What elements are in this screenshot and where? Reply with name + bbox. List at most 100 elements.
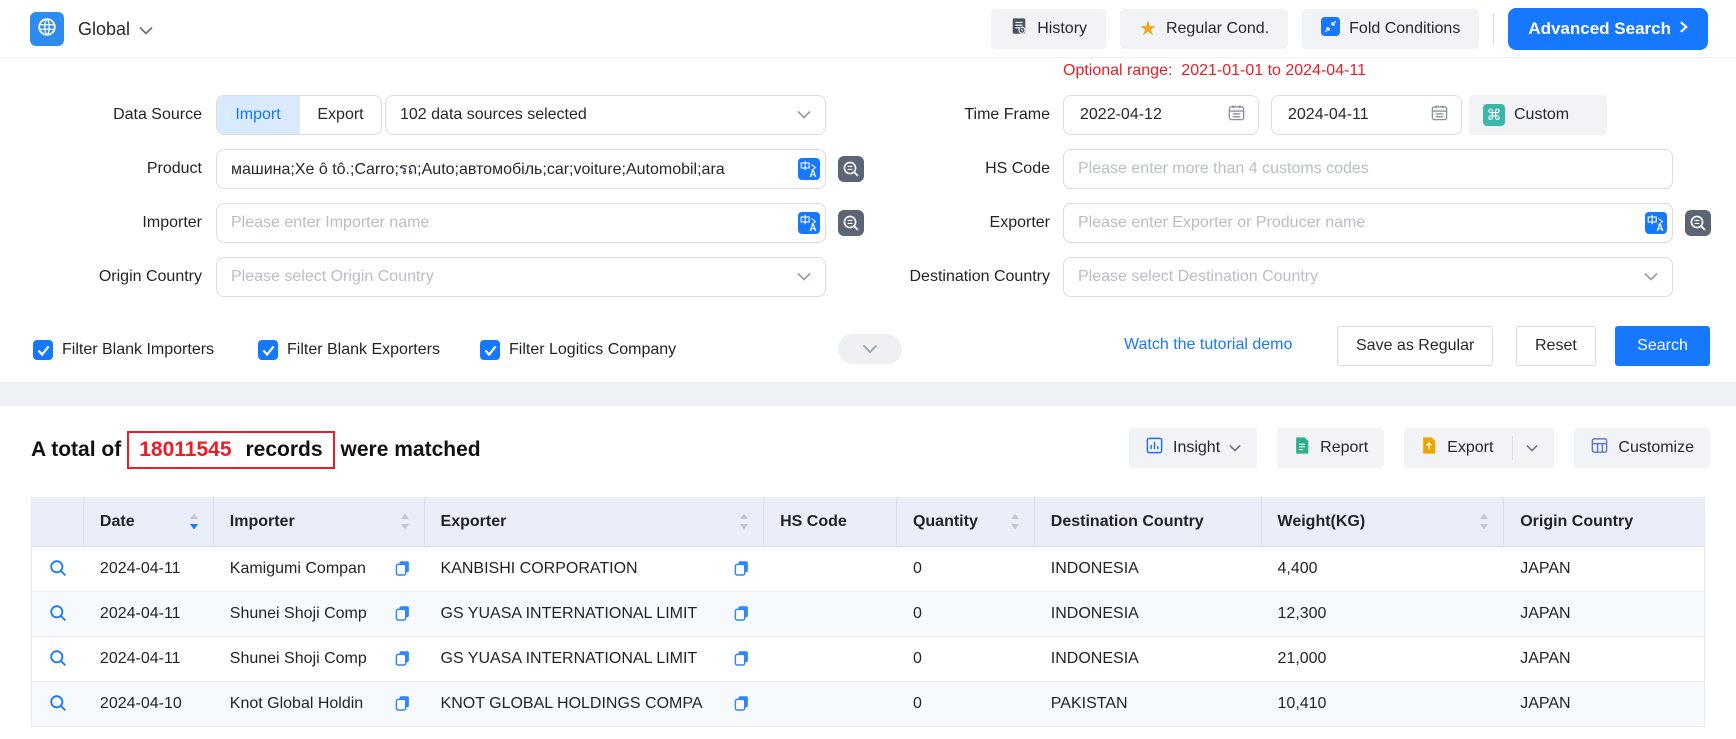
insight-button[interactable]: Insight	[1129, 428, 1258, 468]
sort-control-weight[interactable]	[1479, 513, 1489, 530]
advanced-search-label: Advanced Search	[1528, 19, 1671, 38]
header-date[interactable]: Date	[84, 497, 214, 546]
hs-code-input[interactable]	[1063, 149, 1673, 189]
history-button[interactable]: History	[991, 9, 1107, 49]
filter-blank-importers-checkbox[interactable]: Filter Blank Importers	[33, 334, 214, 366]
header-detail-column	[32, 497, 84, 546]
origin-country-placeholder: Please select Origin Country	[231, 268, 434, 285]
optional-range-hint: Optional range: 2021-01-01 to 2024-04-11	[1063, 62, 1367, 79]
importer-exact-search-icon-button[interactable]	[838, 210, 864, 236]
exporter-name[interactable]: GS YUASA INTERNATIONAL LIMIT	[440, 650, 698, 667]
fold-conditions-button[interactable]: Fold Conditions	[1302, 9, 1480, 49]
filter-blank-exporters-checkbox[interactable]: Filter Blank Exporters	[258, 334, 440, 366]
translate-icon[interactable]: A	[798, 158, 820, 180]
header-importer[interactable]: Importer	[214, 497, 425, 546]
sort-control-quantity[interactable]	[1010, 513, 1020, 530]
data-source-label: Data Source	[113, 106, 202, 123]
advanced-search-button[interactable]: Advanced Search	[1508, 8, 1708, 50]
regular-conditions-label: Regular Cond.	[1165, 20, 1270, 37]
region-selector[interactable]: Global	[78, 0, 153, 58]
save-as-regular-button[interactable]: Save as Regular	[1337, 326, 1494, 366]
chevron-down-icon	[139, 19, 153, 40]
sort-control-date[interactable]	[189, 513, 199, 530]
tab-export[interactable]: Export	[299, 96, 381, 134]
sort-control-exporter[interactable]	[739, 513, 749, 530]
cell-quantity: 0	[912, 560, 922, 577]
filter-logistics-company-checkbox[interactable]: Filter Logitics Company	[480, 334, 676, 366]
end-date-picker[interactable]: 2024-04-11	[1271, 95, 1462, 135]
expand-more-conditions-button[interactable]	[838, 334, 902, 364]
end-date-value: 2024-04-11	[1288, 106, 1369, 123]
row-detail-search-icon[interactable]	[48, 693, 68, 716]
customize-button[interactable]: Customize	[1574, 428, 1710, 468]
chevron-down-icon[interactable]	[1526, 439, 1539, 457]
reset-button[interactable]: Reset	[1516, 326, 1596, 366]
data-sources-value: 102 data sources selected	[400, 106, 587, 123]
exporter-name[interactable]: KNOT GLOBAL HOLDINGS COMPA	[440, 695, 703, 712]
copy-icon[interactable]	[394, 604, 411, 625]
report-document-icon	[1293, 436, 1311, 460]
row-detail-search-icon[interactable]	[48, 603, 68, 626]
tab-import[interactable]: Import	[217, 96, 299, 134]
header-weight[interactable]: Weight(KG)	[1262, 497, 1505, 546]
custom-range-button[interactable]: ⌘ Custom	[1469, 95, 1607, 135]
translate-icon[interactable]: A	[798, 212, 820, 234]
table-row: 2024-04-10 Knot Global Holdin KNOT GLOBA…	[32, 682, 1704, 727]
chevron-down-icon	[1229, 439, 1241, 457]
copy-icon[interactable]	[733, 649, 750, 670]
importer-input[interactable]	[216, 203, 826, 243]
row-detail-search-icon[interactable]	[48, 648, 68, 671]
copy-icon[interactable]	[394, 694, 411, 715]
copy-icon[interactable]	[733, 559, 750, 580]
search-button[interactable]: Search	[1615, 326, 1710, 366]
tutorial-demo-link[interactable]: Watch the tutorial demo	[1124, 336, 1293, 353]
checkbox-checked-icon	[33, 340, 53, 360]
copy-icon[interactable]	[394, 559, 411, 580]
exporter-name[interactable]: GS YUASA INTERNATIONAL LIMIT	[440, 605, 698, 622]
chevron-down-icon	[797, 268, 811, 286]
exporter-exact-search-icon-button[interactable]	[1685, 210, 1711, 236]
importer-name[interactable]: Knot Global Holdin	[229, 695, 364, 712]
cell-weight: 12,300	[1277, 605, 1327, 622]
exporter-name[interactable]: KANBISHI CORPORATION	[440, 560, 638, 577]
copy-icon[interactable]	[733, 604, 750, 625]
data-sources-select[interactable]: 102 data sources selected	[385, 95, 826, 135]
copy-icon[interactable]	[733, 694, 750, 715]
filter-label: Filter Blank Importers	[62, 341, 215, 358]
header-label: Quantity	[912, 512, 978, 530]
translate-icon[interactable]: A	[1645, 212, 1667, 234]
header-exporter[interactable]: Exporter	[425, 497, 765, 546]
table-row: 2024-04-11 Shunei Shoji Comp GS YUASA IN…	[32, 592, 1704, 637]
origin-country-select[interactable]: Please select Origin Country	[216, 257, 826, 297]
sort-control-importer[interactable]	[400, 513, 410, 530]
importer-name[interactable]: Shunei Shoji Comp	[229, 650, 367, 667]
copy-icon[interactable]	[394, 649, 411, 670]
results-prefix: A total of	[31, 438, 122, 461]
importer-name[interactable]: Kamigumi Compan	[229, 560, 366, 577]
product-input[interactable]	[216, 149, 826, 189]
start-date-picker[interactable]: 2022-04-12	[1063, 95, 1259, 135]
destination-country-select[interactable]: Please select Destination Country	[1063, 257, 1673, 297]
product-exact-search-icon-button[interactable]	[838, 156, 864, 182]
importer-name[interactable]: Shunei Shoji Comp	[229, 605, 367, 622]
topbar-actions: History ★ Regular Cond. Fold Conditions …	[991, 8, 1708, 50]
cell-exporter: KNOT GLOBAL HOLDINGS COMPA	[425, 694, 765, 715]
customize-label: Customize	[1618, 439, 1694, 456]
cell-origin: JAPAN	[1520, 650, 1571, 667]
product-label: Product	[146, 160, 202, 177]
filter-label: Filter Blank Exporters	[287, 341, 440, 358]
row-detail-search-icon[interactable]	[48, 558, 68, 581]
origin-country-label: Origin Country	[98, 268, 202, 285]
cell-date: 2024-04-11	[99, 560, 181, 577]
exporter-input[interactable]	[1063, 203, 1673, 243]
export-button[interactable]: Export	[1404, 428, 1555, 468]
regular-conditions-button[interactable]: ★ Regular Cond.	[1120, 9, 1289, 49]
results-summary: A total of 18011545 records were matched	[31, 431, 481, 469]
app-logo[interactable]	[30, 12, 64, 46]
header-quantity[interactable]: Quantity	[897, 497, 1035, 546]
report-button[interactable]: Report	[1277, 428, 1385, 468]
cell-importer: Knot Global Holdin	[214, 694, 425, 715]
exporter-field: A	[1063, 203, 1673, 243]
calendar-icon	[1430, 103, 1449, 127]
destination-country-label: Destination Country	[909, 268, 1050, 285]
